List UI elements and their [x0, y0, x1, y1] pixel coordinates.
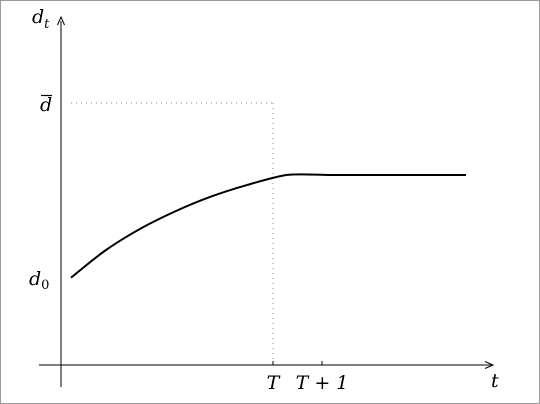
y-tick-label-dbar: d [40, 94, 52, 116]
y-axis-label-base: d [32, 6, 44, 28]
d-path-curve [70, 173, 466, 279]
x-tick-label-T: T [267, 372, 281, 394]
x-axis-arrow [484, 361, 495, 369]
x-tick-label-T-plus-1: T + 1 [296, 372, 349, 394]
y-tick-label-d0-base: d [29, 268, 41, 290]
y-axis-label: dt [32, 6, 50, 32]
x-axis-label: t [491, 370, 499, 392]
y-tick-label-d0: d0 [29, 268, 49, 293]
y-axis-label-sub: t [44, 17, 50, 32]
y-tick-label-d0-sub: 0 [41, 278, 49, 293]
y-axis-arrow [57, 15, 65, 26]
